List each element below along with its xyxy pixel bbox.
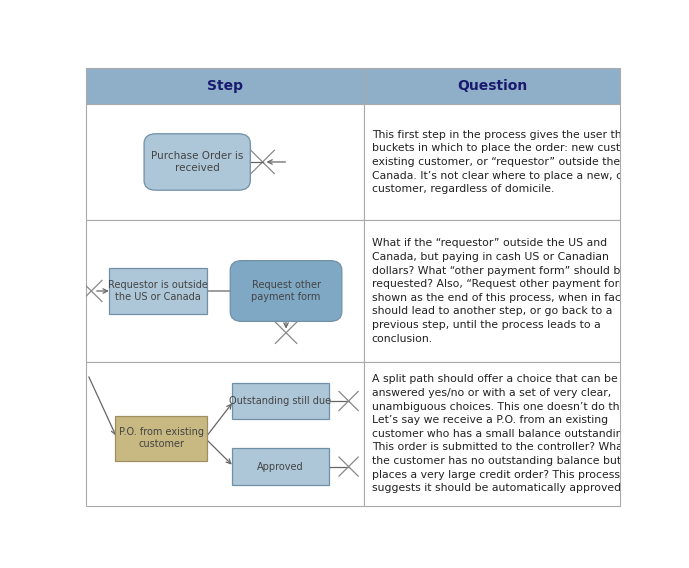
FancyBboxPatch shape <box>110 269 207 314</box>
Bar <box>364 220 620 362</box>
FancyBboxPatch shape <box>115 416 207 461</box>
FancyBboxPatch shape <box>230 261 342 321</box>
Text: What if the “requestor” outside the US and
Canada, but paying in cash US or Cana: What if the “requestor” outside the US a… <box>372 239 647 344</box>
Bar <box>86 362 364 506</box>
FancyBboxPatch shape <box>232 383 329 419</box>
Text: A split path should offer a choice that can be
answered yes/no or with a set of : A split path should offer a choice that … <box>372 374 637 493</box>
Text: Requestor is outside
the US or Canada: Requestor is outside the US or Canada <box>108 280 208 302</box>
Text: Question: Question <box>457 79 527 93</box>
FancyBboxPatch shape <box>232 449 329 485</box>
FancyBboxPatch shape <box>144 134 250 190</box>
Bar <box>86 104 364 220</box>
Bar <box>364 68 620 104</box>
Text: Purchase Order is
received: Purchase Order is received <box>151 151 243 173</box>
Text: This first step in the process gives the user three
buckets in which to place th: This first step in the process gives the… <box>372 130 653 194</box>
Text: Request other
payment form: Request other payment form <box>251 280 321 302</box>
Text: P.O. from existing
customer: P.O. from existing customer <box>119 427 203 449</box>
Bar <box>364 362 620 506</box>
Text: Approved: Approved <box>257 462 304 471</box>
Bar <box>86 68 364 104</box>
Text: Step: Step <box>207 79 243 93</box>
Bar <box>364 104 620 220</box>
Text: Outstanding still due: Outstanding still due <box>229 396 331 406</box>
Bar <box>86 220 364 362</box>
